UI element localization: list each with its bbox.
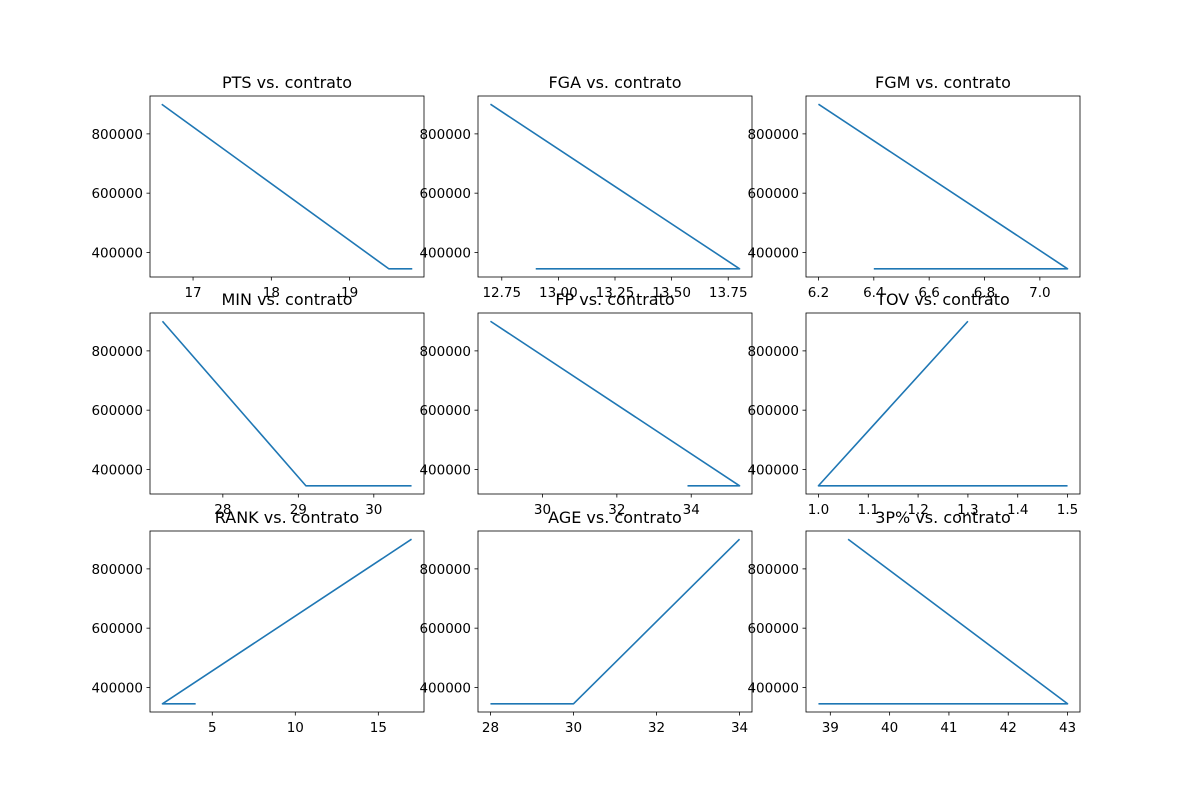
- y-tick-label: 800000: [747, 562, 799, 578]
- x-tick-label: 6.2: [808, 285, 829, 301]
- y-tick-label: 800000: [747, 344, 799, 360]
- x-tick-label: 32: [648, 720, 665, 736]
- x-tick-label: 13.50: [652, 285, 691, 301]
- x-tick-label: 6.8: [974, 285, 995, 301]
- x-tick-label: 39: [822, 720, 839, 736]
- x-tick-label: 13.25: [596, 285, 635, 301]
- axes-frame: [477, 312, 753, 495]
- x-tick-label: 5: [208, 720, 217, 736]
- x-tick-label: 1.5: [1057, 502, 1078, 518]
- subplot-title: FGA vs. contrato: [548, 73, 681, 92]
- y-tick-label: 600000: [419, 621, 471, 637]
- axes-frame: [149, 95, 425, 278]
- x-tick-label: 18: [263, 285, 280, 301]
- subplot-title: PTS vs. contrato: [222, 73, 352, 92]
- y-tick-label: 800000: [419, 127, 471, 143]
- y-tick-label: 800000: [419, 344, 471, 360]
- y-tick-label: 600000: [91, 186, 143, 202]
- x-tick-label: 13.75: [709, 285, 748, 301]
- y-tick-label: 600000: [91, 403, 143, 419]
- axes-frame: [477, 95, 753, 278]
- x-tick-label: 30: [565, 720, 582, 736]
- x-tick-label: 10: [287, 720, 304, 736]
- subplot-5: 400000 600000 800000 30 32 34 FP vs. contrato: [419, 290, 753, 518]
- axes-frame: [149, 530, 425, 713]
- x-tick-label: 28: [214, 502, 231, 518]
- y-tick-label: 400000: [91, 245, 143, 261]
- x-tick-label: 32: [608, 502, 625, 518]
- x-tick-label: 34: [731, 720, 748, 736]
- y-tick-label: 400000: [747, 245, 799, 261]
- axes-frame: [477, 530, 753, 713]
- y-tick-label: 600000: [91, 621, 143, 637]
- x-tick-label: 1.4: [1007, 502, 1028, 518]
- y-tick-label: 400000: [747, 462, 799, 478]
- x-tick-label: 13.00: [539, 285, 578, 301]
- y-tick-label: 600000: [419, 186, 471, 202]
- x-tick-label: 19: [341, 285, 358, 301]
- y-tick-label: 600000: [747, 621, 799, 637]
- y-tick-label: 800000: [747, 127, 799, 143]
- y-tick-label: 600000: [747, 186, 799, 202]
- subplot-title: RANK vs. contrato: [215, 508, 359, 527]
- x-tick-label: 1.3: [957, 502, 978, 518]
- y-tick-label: 400000: [91, 680, 143, 696]
- x-tick-label: 30: [534, 502, 551, 518]
- subplot-9: 400000 600000 800000 39 40 41 42 43 3P% vs. cont…: [747, 508, 1081, 736]
- subplot-3: 400000 600000 800000 6.2 6.4 6.6 6.8 7.0 FGM vs.…: [747, 73, 1081, 301]
- y-tick-label: 400000: [419, 680, 471, 696]
- axes-frame: [805, 530, 1081, 713]
- subplot-1: 400000 600000 800000 17 18 19 PTS vs. contrato: [91, 73, 425, 301]
- y-tick-label: 400000: [419, 245, 471, 261]
- axes-frame: [805, 95, 1081, 278]
- y-tick-label: 600000: [747, 403, 799, 419]
- x-tick-label: 6.6: [918, 285, 939, 301]
- x-tick-label: 15: [370, 720, 387, 736]
- x-tick-label: 7.0: [1029, 285, 1050, 301]
- x-tick-label: 41: [940, 720, 957, 736]
- subplot-title: FGM vs. contrato: [875, 73, 1011, 92]
- y-tick-label: 400000: [419, 462, 471, 478]
- y-tick-label: 800000: [91, 344, 143, 360]
- x-tick-label: 1.2: [907, 502, 928, 518]
- subplot-7: 400000 600000 800000 5 10 15 RANK vs. contrato: [91, 508, 425, 736]
- subplot-6: 400000 600000 800000 1.0 1.1 1.2 1.3 1.4 1.5 TOV …: [747, 290, 1081, 518]
- subplot-4: 400000 600000 800000 28 29 30 MIN vs. contrato: [91, 290, 425, 518]
- x-tick-label: 30: [365, 502, 382, 518]
- y-tick-label: 800000: [91, 127, 143, 143]
- subplot-title: MIN vs. contrato: [222, 290, 353, 309]
- x-tick-label: 12.75: [482, 285, 521, 301]
- axes-frame: [149, 312, 425, 495]
- x-tick-label: 6.4: [863, 285, 884, 301]
- y-tick-label: 800000: [91, 562, 143, 578]
- x-tick-label: 1.1: [858, 502, 879, 518]
- subplot-title: AGE vs. contrato: [548, 508, 682, 527]
- y-tick-label: 400000: [91, 462, 143, 478]
- subplot-grid: 400000 600000 800000 17 18 19 PTS vs. contrato…: [91, 73, 1081, 736]
- axes-frame: [805, 312, 1081, 495]
- subplot-title: 3P% vs. contrato: [875, 508, 1011, 527]
- y-tick-label: 800000: [419, 562, 471, 578]
- x-tick-label: 43: [1059, 720, 1076, 736]
- x-tick-label: 17: [184, 285, 201, 301]
- subplot-title: FP vs. contrato: [555, 290, 674, 309]
- subplot-title: TOV vs. contrato: [875, 290, 1010, 309]
- x-tick-label: 29: [290, 502, 307, 518]
- x-tick-label: 34: [683, 502, 700, 518]
- x-tick-label: 28: [482, 720, 499, 736]
- x-tick-label: 1.0: [808, 502, 829, 518]
- subplot-8: 400000 600000 800000 28 30 32 34 AGE vs. contra…: [419, 508, 753, 736]
- x-tick-label: 40: [881, 720, 898, 736]
- y-tick-label: 400000: [747, 680, 799, 696]
- x-tick-label: 42: [1000, 720, 1017, 736]
- y-tick-label: 600000: [419, 403, 471, 419]
- subplot-2: 400000 600000 800000 12.75 13.00 13.25 13.50 13…: [419, 73, 753, 301]
